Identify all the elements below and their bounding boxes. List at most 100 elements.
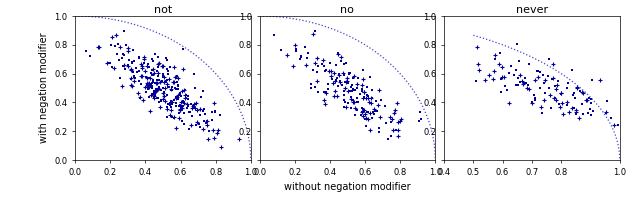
Point bbox=[139, 55, 149, 59]
Title: no: no bbox=[341, 5, 354, 15]
Point bbox=[190, 102, 200, 106]
Point bbox=[359, 115, 369, 118]
Point bbox=[141, 75, 151, 79]
Point bbox=[198, 128, 208, 131]
Point bbox=[348, 100, 358, 104]
Point bbox=[169, 115, 179, 118]
Point bbox=[562, 86, 572, 90]
Point bbox=[131, 66, 141, 70]
Point bbox=[128, 48, 138, 51]
Point bbox=[504, 101, 514, 105]
Point bbox=[162, 107, 172, 110]
Point bbox=[115, 45, 125, 49]
Point bbox=[391, 129, 401, 132]
Point bbox=[150, 93, 160, 96]
Point bbox=[341, 87, 351, 90]
Point bbox=[183, 97, 193, 100]
Point bbox=[165, 66, 175, 69]
Point bbox=[309, 32, 319, 35]
Point bbox=[305, 82, 316, 85]
Point bbox=[143, 95, 153, 98]
Point bbox=[364, 100, 374, 103]
Point bbox=[349, 75, 359, 78]
Point bbox=[557, 92, 567, 95]
Point bbox=[136, 63, 146, 66]
Point bbox=[187, 106, 197, 109]
Point bbox=[331, 63, 341, 67]
Point bbox=[548, 62, 558, 65]
Point bbox=[544, 86, 554, 89]
Point bbox=[347, 88, 357, 91]
Point bbox=[177, 90, 187, 93]
Point bbox=[149, 97, 159, 100]
Point bbox=[365, 128, 375, 131]
Point bbox=[357, 110, 367, 113]
Point bbox=[142, 85, 152, 89]
Point bbox=[346, 97, 356, 100]
Point bbox=[178, 48, 188, 51]
Point bbox=[186, 102, 196, 105]
Point bbox=[167, 116, 177, 119]
Point bbox=[312, 80, 322, 83]
Point bbox=[569, 92, 579, 95]
Point bbox=[150, 81, 160, 85]
Point bbox=[549, 96, 559, 99]
Point bbox=[357, 110, 367, 113]
Point bbox=[373, 103, 383, 106]
Point bbox=[300, 45, 310, 49]
Point bbox=[496, 90, 506, 93]
Point bbox=[167, 85, 177, 89]
Point bbox=[339, 73, 349, 77]
Point bbox=[500, 84, 510, 87]
Point bbox=[290, 47, 300, 50]
Point bbox=[502, 89, 512, 92]
Point bbox=[367, 89, 377, 92]
Point bbox=[361, 116, 371, 119]
Point bbox=[135, 56, 145, 59]
Point bbox=[341, 61, 351, 64]
Point bbox=[234, 137, 244, 140]
Point bbox=[126, 68, 136, 71]
Point bbox=[160, 100, 170, 103]
Point bbox=[158, 74, 168, 78]
Point bbox=[552, 84, 562, 87]
Point bbox=[170, 76, 180, 79]
Point bbox=[543, 74, 553, 77]
Point bbox=[126, 85, 136, 88]
Point bbox=[372, 110, 382, 113]
Point bbox=[144, 81, 154, 84]
Point bbox=[145, 109, 155, 112]
Point bbox=[386, 134, 396, 137]
Point bbox=[533, 75, 543, 79]
Point bbox=[490, 54, 500, 57]
Point bbox=[123, 64, 133, 68]
Point bbox=[356, 113, 366, 116]
Point bbox=[148, 90, 158, 93]
Point bbox=[536, 112, 546, 115]
Point bbox=[180, 97, 190, 100]
Point bbox=[151, 90, 161, 93]
Point bbox=[147, 85, 157, 88]
Point bbox=[190, 86, 200, 89]
Point bbox=[329, 72, 339, 75]
Point bbox=[162, 93, 172, 96]
Point bbox=[202, 120, 212, 123]
Point bbox=[181, 97, 191, 100]
Point bbox=[111, 33, 121, 36]
Point bbox=[569, 106, 579, 109]
Point bbox=[312, 57, 322, 60]
Point bbox=[145, 85, 155, 88]
Point bbox=[120, 67, 130, 70]
Point bbox=[178, 100, 188, 103]
Point bbox=[572, 86, 582, 89]
Point bbox=[571, 111, 581, 115]
Point bbox=[149, 72, 159, 75]
Point bbox=[130, 59, 140, 63]
Point bbox=[179, 101, 189, 104]
Point bbox=[368, 111, 378, 114]
Point bbox=[374, 88, 384, 91]
Point bbox=[332, 77, 342, 80]
Point bbox=[563, 81, 573, 84]
Point bbox=[571, 112, 581, 115]
Point bbox=[166, 87, 176, 90]
